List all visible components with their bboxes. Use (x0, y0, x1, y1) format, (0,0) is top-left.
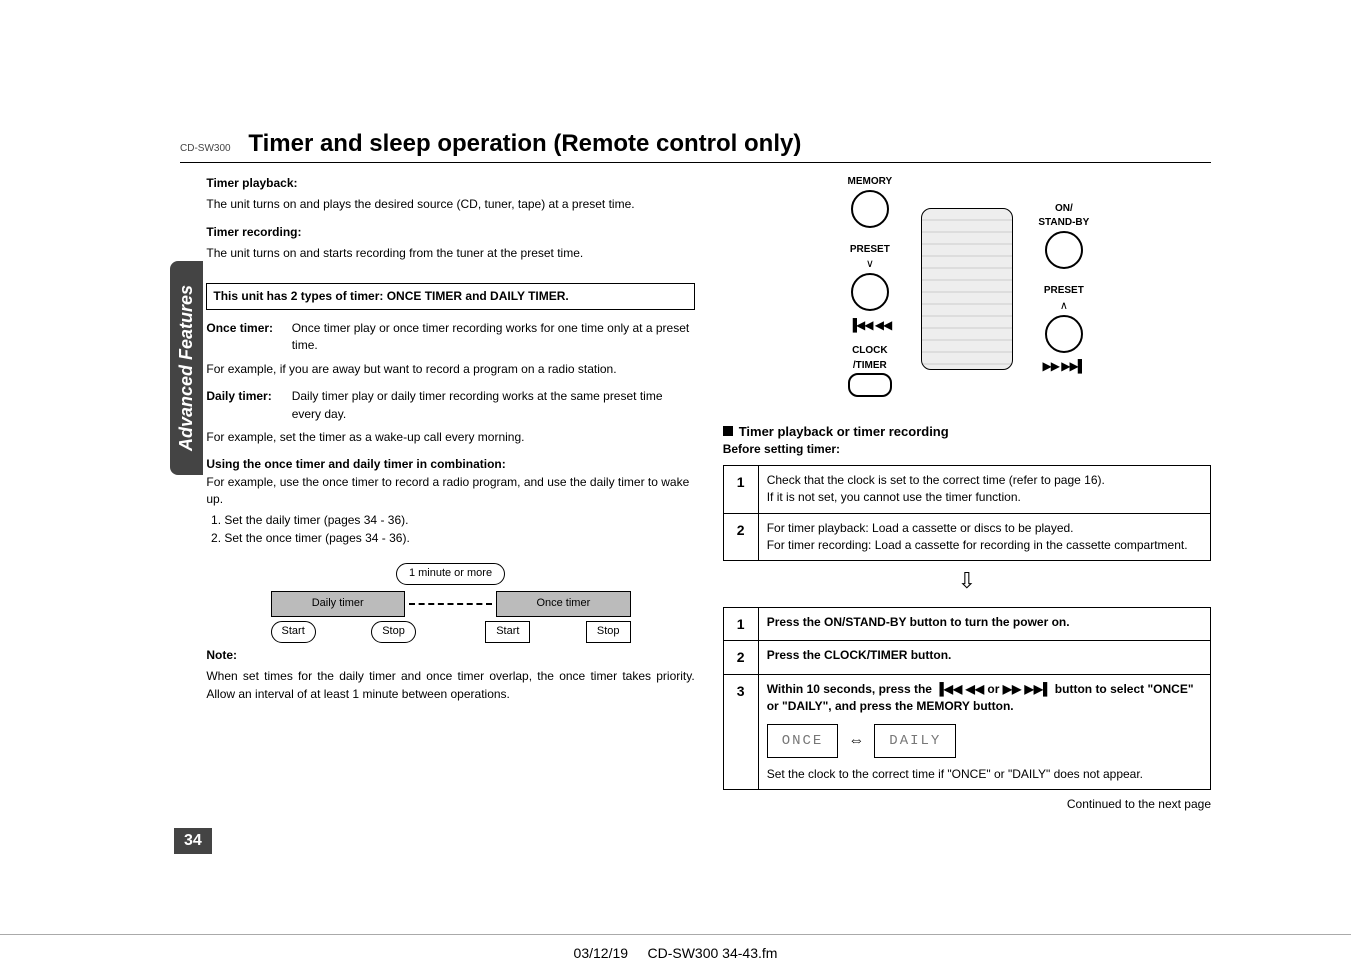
side-tab: Advanced Features (170, 261, 203, 475)
daily-timer-row: Daily timer: Daily timer play or daily t… (206, 388, 694, 423)
step-num-2: 2 (723, 641, 758, 674)
footer-date: 03/12/19 (574, 945, 629, 961)
page: CD-SW300 Timer and sleep operation (Remo… (0, 0, 1351, 874)
before-head: Before setting timer: (723, 441, 1211, 458)
step-num-3: 3 (723, 674, 758, 789)
once-timer-example: For example, if you are away but want to… (206, 361, 694, 378)
rc-memory-label: MEMORY (835, 175, 905, 190)
before-table: 1 Check that the clock is set to the cor… (723, 465, 1211, 562)
page-number: 34 (174, 828, 212, 854)
left-column: Timer playback: The unit turns on and pl… (206, 175, 694, 814)
once-timer-row: Once timer: Once timer play or once time… (206, 320, 694, 355)
table-row: 1 Check that the clock is set to the cor… (723, 465, 1210, 513)
diagram-once-box: Once timer (496, 591, 630, 617)
diagram-dash (409, 603, 492, 605)
rc-standby-label: ON/ STAND-BY (1029, 202, 1099, 231)
timer-recording-text: The unit turns on and starts recording f… (206, 245, 694, 262)
rc-memory-button-icon (851, 190, 889, 228)
rc-clock-button-icon (848, 373, 892, 397)
combo-list-1: Set the daily timer (pages 34 - 36). (224, 512, 694, 529)
step-3-text: Within 10 seconds, press the ▐◀◀ ◀◀ or ▶… (767, 681, 1202, 716)
timer-playback-head: Timer playback: (206, 175, 694, 192)
once-timer-label: Once timer: (206, 320, 288, 337)
combo-list: Set the daily timer (pages 34 - 36). Set… (224, 512, 694, 547)
diagram-daily-box: Daily timer (271, 591, 405, 617)
square-bullet-icon (723, 426, 733, 436)
combo-head: Using the once timer and daily timer in … (206, 456, 694, 473)
right-column: MEMORY PRESET ∨ ▐◀◀ ◀◀ CLOCK /TIMER (723, 175, 1211, 814)
rc-preset-up-button-icon (1045, 315, 1083, 353)
rc-clock-label: CLOCK /TIMER (835, 344, 905, 373)
step-1-text: Press the ON/STAND-BY button to turn the… (758, 608, 1210, 641)
diagram-top-label: 1 minute or more (396, 563, 505, 585)
once-timer-text: Once timer play or once timer recording … (292, 320, 690, 355)
timer-playback-text: The unit turns on and plays the desired … (206, 196, 694, 213)
diagram-start-1: Start (271, 621, 316, 643)
before-num-1: 1 (723, 465, 758, 513)
timer-types-box: This unit has 2 types of timer: ONCE TIM… (206, 283, 694, 310)
double-arrow-icon: ⇔ (848, 729, 864, 752)
before-1a: Check that the clock is set to the corre… (767, 472, 1202, 489)
footer: 03/12/19 CD-SW300 34-43.fm (0, 934, 1351, 961)
remote-body-icon (921, 208, 1013, 370)
section-title: Timer playback or timer recording (739, 424, 949, 439)
rc-preset-up-label: PRESET (1029, 284, 1099, 299)
step-3-note: Set the clock to the correct time if "ON… (767, 766, 1202, 783)
steps-table: 1 Press the ON/STAND-BY button to turn t… (723, 607, 1211, 790)
remote-diagram: MEMORY PRESET ∨ ▐◀◀ ◀◀ CLOCK /TIMER (723, 175, 1211, 403)
rc-standby-button-icon (1045, 231, 1083, 269)
side-tab-container: Advanced Features 34 (180, 175, 206, 814)
footer-file: CD-SW300 34-43.fm (648, 945, 778, 961)
down-arrow-icon: ⇩ (723, 565, 1211, 597)
section-head: Timer playback or timer recording (723, 423, 1211, 442)
table-row: 2 For timer playback: Load a cassette or… (723, 513, 1210, 561)
before-2b: For timer recording: Load a cassette for… (767, 537, 1202, 554)
daily-timer-example: For example, set the timer as a wake-up … (206, 429, 694, 446)
step-3-cell: Within 10 seconds, press the ▐◀◀ ◀◀ or ▶… (758, 674, 1210, 789)
content-columns: Timer playback: The unit turns on and pl… (206, 175, 1211, 814)
diagram-stop-1: Stop (371, 621, 416, 643)
diagram-stop-2: Stop (586, 621, 631, 643)
title-row: CD-SW300 Timer and sleep operation (Remo… (180, 130, 1211, 163)
table-row: 1 Press the ON/STAND-BY button to turn t… (723, 608, 1210, 641)
timer-diagram: 1 minute or more Daily timer Once timer … (271, 563, 631, 643)
before-1b: If it is not set, you cannot use the tim… (767, 489, 1202, 506)
lcd-row: ONCE ⇔ DAILY (767, 724, 1202, 758)
rc-next-icon: ▶▶ ▶▶▌ (1029, 358, 1099, 375)
rc-prev-icon: ▐◀◀ ◀◀ (835, 317, 905, 334)
note-head: Note: (206, 647, 694, 664)
timer-recording-head: Timer recording: (206, 224, 694, 241)
table-row: 2 Press the CLOCK/TIMER button. (723, 641, 1210, 674)
lcd-once: ONCE (767, 724, 839, 758)
step-num-1: 1 (723, 608, 758, 641)
table-row: 3 Within 10 seconds, press the ▐◀◀ ◀◀ or… (723, 674, 1210, 789)
page-title: Timer and sleep operation (Remote contro… (248, 130, 801, 157)
before-num-2: 2 (723, 513, 758, 561)
before-2a: For timer playback: Load a cassette or d… (767, 520, 1202, 537)
combo-list-2: Set the once timer (pages 34 - 36). (224, 530, 694, 547)
note-text: When set times for the daily timer and o… (206, 668, 694, 703)
rc-preset-down-button-icon (851, 273, 889, 311)
daily-timer-text: Daily timer play or daily timer recordin… (292, 388, 690, 423)
diagram-start-2: Start (485, 621, 530, 643)
combo-text: For example, use the once timer to recor… (206, 474, 694, 509)
lcd-daily: DAILY (874, 724, 956, 758)
before-cell-1: Check that the clock is set to the corre… (758, 465, 1210, 513)
before-cell-2: For timer playback: Load a cassette or d… (758, 513, 1210, 561)
continued-text: Continued to the next page (723, 796, 1211, 813)
model-code: CD-SW300 (180, 143, 231, 154)
daily-timer-label: Daily timer: (206, 388, 288, 405)
step-2-text: Press the CLOCK/TIMER button. (758, 641, 1210, 674)
rc-preset-down-label: PRESET (835, 243, 905, 258)
